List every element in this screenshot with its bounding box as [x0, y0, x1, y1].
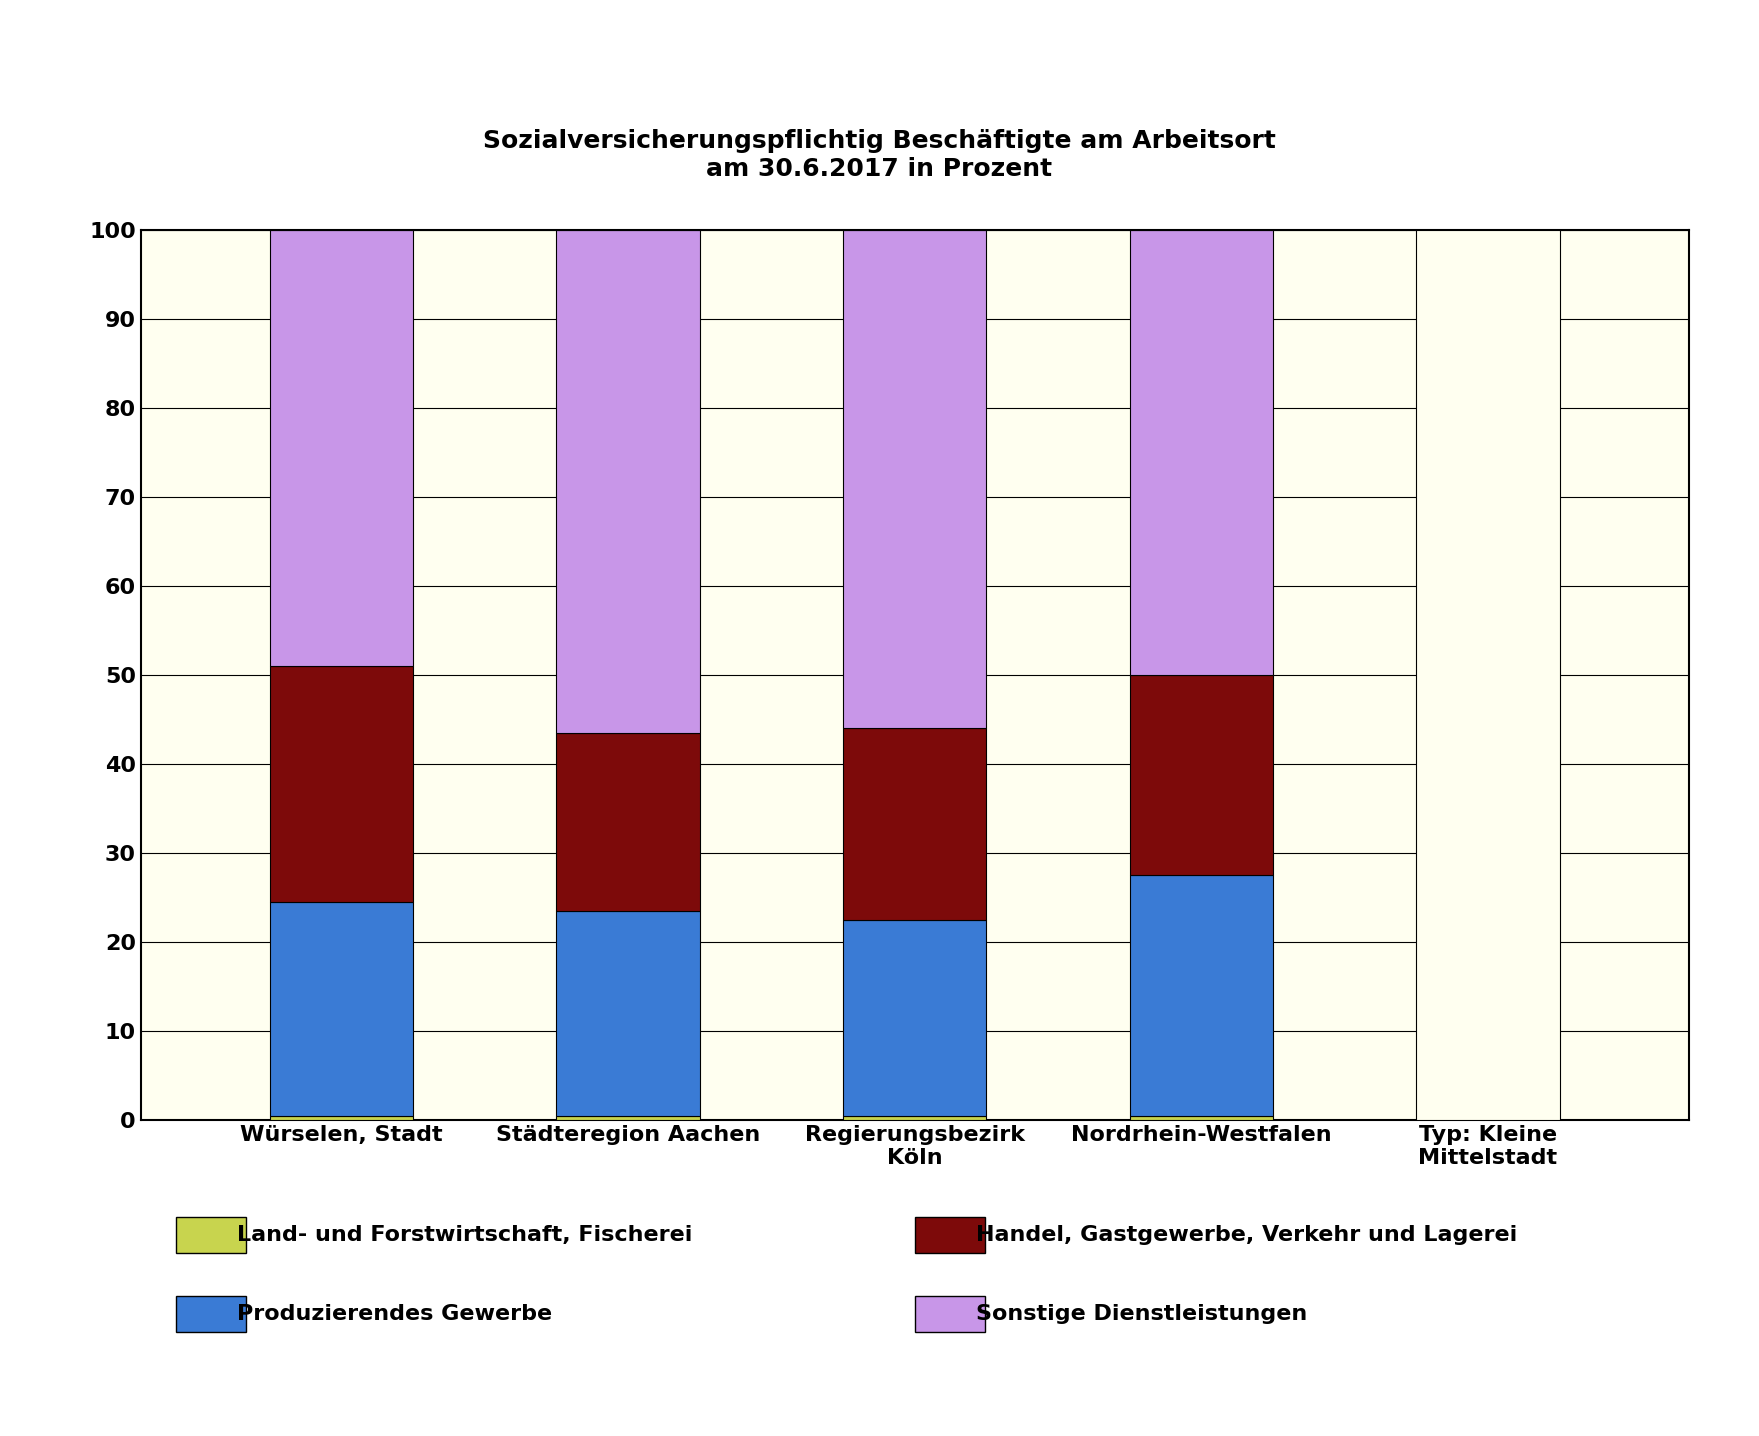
Text: Sozialversicherungspflichtig Beschäftigte am Arbeitsort
am 30.6.2017 in Prozent: Sozialversicherungspflichtig Beschäftigt…	[484, 129, 1275, 181]
Bar	[269, 1116, 413, 1120]
Bar	[1129, 1116, 1274, 1120]
Bar	[843, 728, 987, 920]
Bar	[1416, 230, 1560, 1120]
Bar	[1129, 675, 1274, 875]
Bar	[269, 666, 413, 902]
Text: Produzierendes Gewerbe: Produzierendes Gewerbe	[237, 1304, 552, 1324]
Bar	[556, 1116, 700, 1120]
Bar	[269, 902, 413, 1116]
Bar	[843, 1116, 987, 1120]
Bar	[843, 230, 987, 728]
Bar	[556, 910, 700, 1116]
Bar	[269, 230, 413, 666]
Text: Handel, Gastgewerbe, Verkehr und Lagerei: Handel, Gastgewerbe, Verkehr und Lagerei	[976, 1225, 1518, 1245]
Text: Sonstige Dienstleistungen: Sonstige Dienstleistungen	[976, 1304, 1307, 1324]
Bar	[556, 230, 700, 732]
Bar	[1129, 230, 1274, 675]
Bar	[1129, 875, 1274, 1116]
Bar	[843, 920, 987, 1116]
Bar	[556, 732, 700, 910]
Text: Land- und Forstwirtschaft, Fischerei: Land- und Forstwirtschaft, Fischerei	[237, 1225, 693, 1245]
